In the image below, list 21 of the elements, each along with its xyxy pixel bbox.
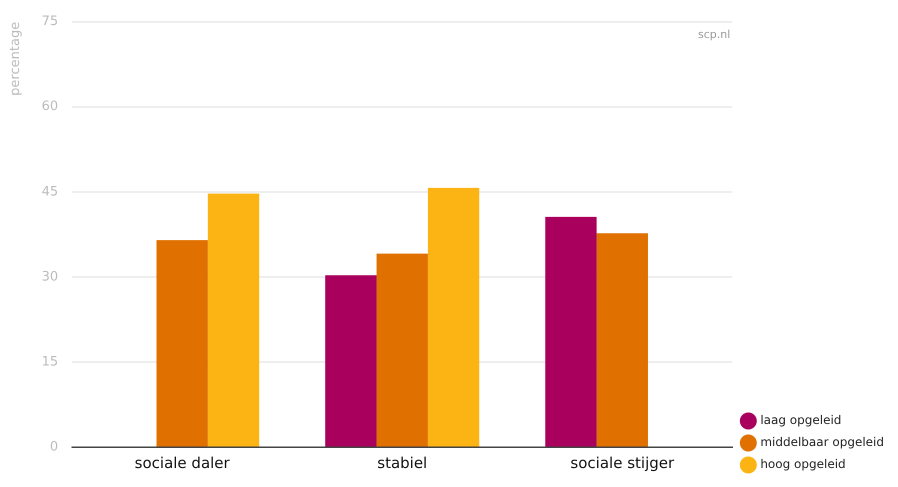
x-tick-label: sociale daler: [134, 454, 231, 472]
y-tick-label: 75: [42, 14, 58, 30]
legend-label: laag opgeleid: [760, 413, 842, 428]
bar: [325, 275, 377, 446]
bar: [545, 216, 597, 446]
annotation: scp.nl: [698, 28, 730, 42]
bar: [156, 240, 208, 446]
bar: [596, 233, 648, 446]
bar: [376, 254, 428, 446]
bar: [208, 194, 260, 446]
y-tick-label: 0: [50, 439, 58, 454]
y-tick-label: 30: [42, 269, 58, 284]
y-tick-label: 60: [42, 99, 58, 114]
legend-label: hoog opgeleid: [760, 457, 846, 472]
y-tick-label: 45: [42, 184, 58, 200]
x-tick-label: stabiel: [377, 454, 428, 472]
y-axis-title: percentage: [8, 22, 24, 96]
y-tick-label: 15: [42, 354, 58, 370]
bar: [428, 188, 480, 446]
x-tick-label: sociale stijger: [570, 454, 675, 472]
legend-label: middelbaar opgeleid: [760, 435, 884, 450]
